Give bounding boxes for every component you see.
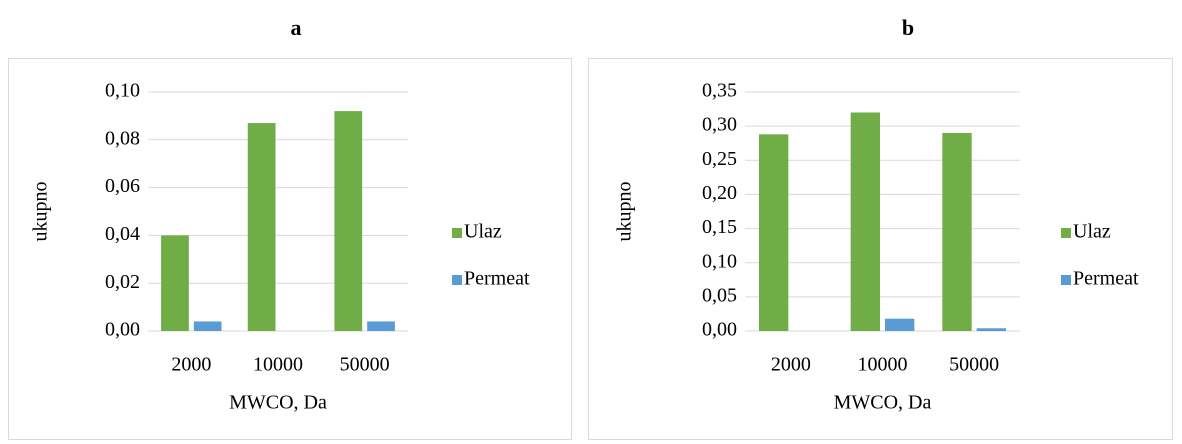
y-tick-label: 0,06: [105, 175, 140, 197]
legend-label: Permeat: [1073, 268, 1139, 290]
y-tick-label: 0,20: [702, 182, 737, 204]
y-tick-label: 0,10: [105, 80, 140, 102]
y-axis-label: ukupno: [614, 182, 636, 242]
y-axis-label: ukupno: [30, 182, 52, 242]
bar: [976, 328, 1006, 331]
x-tick-label: 10000: [858, 354, 908, 376]
bar: [161, 235, 189, 331]
y-tick-label: 0,30: [702, 114, 737, 136]
y-tick-label: 0,08: [105, 127, 140, 149]
y-tick-label: 0,00: [702, 319, 737, 341]
bar: [885, 318, 915, 331]
bar: [367, 321, 395, 331]
y-tick-label: 0,00: [105, 319, 140, 341]
x-tick-label: 50000: [949, 354, 999, 376]
y-tick-label: 0,10: [702, 250, 737, 272]
legend-swatch: [452, 228, 462, 238]
y-tick-label: 0,05: [702, 284, 737, 306]
chart-title: b: [902, 15, 914, 40]
x-axis-label: MWCO, Da: [834, 392, 932, 414]
chart-frame: [8, 58, 572, 440]
legend-swatch: [1061, 228, 1071, 238]
bar: [850, 112, 880, 331]
chart-title: a: [291, 15, 302, 40]
legend-label: Permeat: [464, 268, 530, 290]
bar: [247, 123, 276, 331]
x-tick-label: 10000: [253, 354, 303, 376]
y-tick-label: 0,35: [702, 80, 737, 102]
y-tick-label: 0,25: [702, 148, 737, 170]
legend-label: Ulaz: [464, 221, 502, 243]
legend-label: Ulaz: [1073, 221, 1111, 243]
x-tick-label: 50000: [340, 354, 390, 376]
y-tick-label: 0,15: [702, 216, 737, 238]
y-tick-label: 0,04: [105, 223, 140, 245]
bar: [334, 111, 363, 332]
bar: [759, 134, 789, 331]
bar: [942, 132, 972, 331]
x-tick-label: 2000: [771, 354, 811, 376]
chart-frame: [588, 58, 1173, 440]
y-tick-label: 0,02: [105, 271, 140, 293]
x-axis-label: MWCO, Da: [229, 392, 327, 414]
legend-swatch: [452, 275, 462, 285]
bar: [193, 321, 222, 331]
legend-swatch: [1061, 275, 1071, 285]
x-tick-label: 2000: [171, 354, 211, 376]
